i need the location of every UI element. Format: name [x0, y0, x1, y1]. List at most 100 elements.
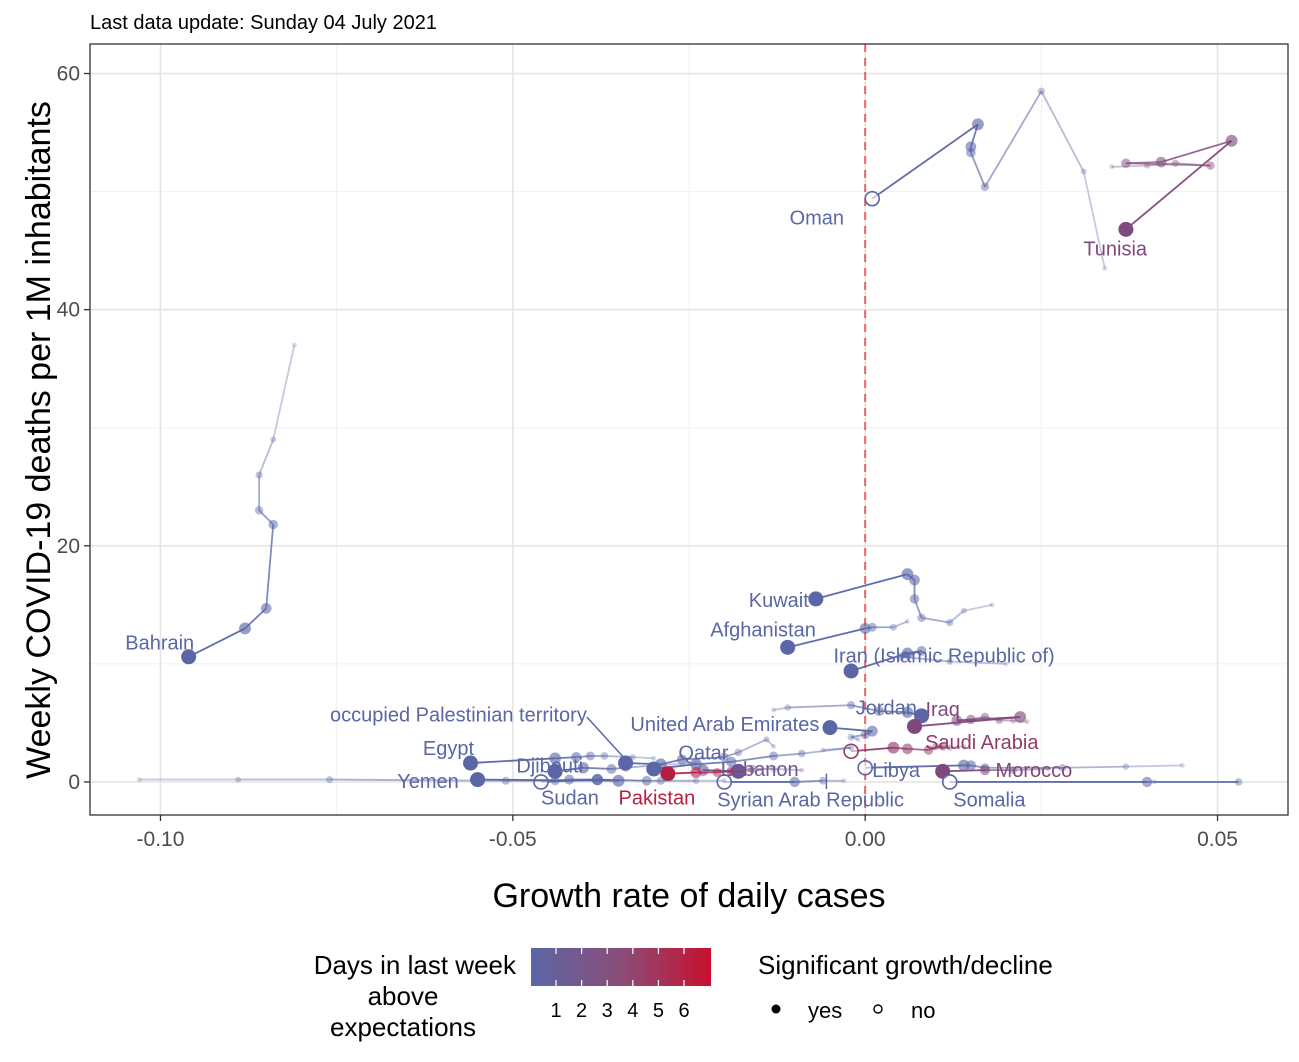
- country-label: Kuwait: [749, 590, 809, 612]
- country-label: Somalia: [953, 790, 1026, 812]
- trail-segment: [1082, 171, 1106, 269]
- trail-point: [255, 471, 263, 479]
- trail-point: [859, 622, 871, 634]
- trail-segment: [963, 603, 993, 612]
- trail-point: [656, 776, 665, 785]
- trail-segment: [717, 770, 732, 774]
- country-trail: [136, 772, 625, 788]
- trail-segment: [1125, 161, 1162, 165]
- trail-point: [621, 763, 630, 772]
- legend-color-title-line-1: Days in last week: [314, 950, 517, 980]
- trail-point: [712, 767, 722, 777]
- trail-point: [1141, 776, 1153, 788]
- trail-segment: [653, 762, 697, 767]
- trail-point: [501, 776, 510, 785]
- x-axis-ticks: -0.10 -0.05 0.00 0.05: [137, 815, 1238, 851]
- latest-point: [716, 774, 733, 790]
- trail-segment: [801, 746, 852, 755]
- y-tick-label: 0: [68, 771, 80, 794]
- country-trail: [716, 774, 847, 790]
- trail-point: [799, 767, 805, 773]
- trail-segment: [949, 660, 1007, 665]
- country-trail: [660, 766, 755, 782]
- country-label: Tunisia: [1083, 238, 1148, 260]
- trail-segment: [773, 752, 802, 757]
- latest-point: [660, 766, 676, 782]
- trail-point: [549, 752, 561, 765]
- legend-tick-label: 5: [653, 1000, 664, 1022]
- country-labels: Bahrain Oman Tunisia Kuwait Afghanistan Iran …: [125, 208, 1148, 812]
- trail-point: [923, 745, 934, 755]
- trail-point: [326, 776, 334, 784]
- latest-point: [780, 639, 796, 655]
- country-trail: [941, 774, 1243, 790]
- legend-open-dot: [873, 1004, 883, 1014]
- trail-point: [1179, 762, 1185, 768]
- latest-point: [843, 663, 859, 679]
- trail-segment: [893, 620, 908, 629]
- legend-tick-label: 2: [576, 1000, 587, 1022]
- country-trail: [822, 720, 878, 742]
- country-label: Afghanistan: [710, 620, 816, 642]
- country-label: Qatar: [678, 743, 728, 765]
- trail-segment: [970, 152, 986, 188]
- trail-point: [820, 747, 826, 753]
- trail-point: [966, 714, 976, 725]
- latest-point: [941, 774, 958, 790]
- legend-color-title-line-3: expectations: [330, 1012, 476, 1042]
- trail-segment: [731, 755, 774, 763]
- trail-segment: [787, 704, 852, 709]
- trail-point: [889, 623, 897, 631]
- country-trail: [697, 763, 805, 779]
- y-axis-ticks: 0 20 40 60: [57, 63, 90, 794]
- country-label: Syrian Arab Republic: [717, 790, 904, 812]
- trail-point: [591, 774, 603, 786]
- trail-point: [254, 506, 264, 515]
- trail-segment: [1062, 765, 1126, 769]
- trail-segment: [737, 738, 767, 754]
- legend-color-bar: [531, 948, 711, 986]
- country-label: Pakistan: [619, 787, 696, 809]
- latest-point: [822, 720, 838, 736]
- trail-point: [866, 725, 878, 737]
- country-label: Djibouti: [516, 755, 583, 777]
- country-label: occupied Palestinian territory: [330, 705, 587, 727]
- trail-point: [980, 182, 990, 192]
- trail-point: [965, 141, 977, 153]
- trail-segment: [272, 344, 296, 440]
- trail-point: [550, 776, 560, 786]
- trail-point: [577, 762, 589, 774]
- trail-segment: [625, 764, 654, 769]
- trail-point: [571, 751, 582, 763]
- legend-shape-title: Significant growth/decline: [758, 950, 1053, 980]
- trail-point: [585, 751, 595, 761]
- trail-segment: [188, 627, 246, 658]
- trail-point: [1151, 779, 1157, 785]
- trail-point: [1121, 158, 1131, 169]
- trail-segment: [949, 745, 964, 749]
- trail-point: [784, 704, 791, 711]
- legend-tick-label: 3: [602, 1000, 613, 1022]
- country-trail: [907, 711, 1030, 734]
- trail-point: [651, 755, 657, 761]
- trail-point: [1155, 156, 1167, 168]
- trail-point: [887, 741, 900, 754]
- trail-segment: [470, 757, 556, 764]
- trail-point: [692, 777, 700, 785]
- latest-point: [730, 763, 746, 779]
- country-trail: [1109, 134, 1238, 237]
- country-label: United Arab Emirates: [630, 714, 819, 736]
- trail-point: [719, 752, 729, 762]
- trail-point: [979, 764, 991, 776]
- x-tick-label: 0.00: [845, 828, 886, 851]
- country-label: Bahrain: [125, 633, 194, 655]
- trail-point: [239, 622, 251, 635]
- trail-segment: [921, 616, 950, 624]
- country-trail: [843, 741, 967, 760]
- legend-tick-label: 6: [678, 1000, 689, 1022]
- country-label: Iraq: [925, 699, 959, 721]
- y-tick-label: 40: [57, 299, 80, 322]
- trail-point: [909, 594, 920, 604]
- country-label: Sudan: [541, 787, 599, 809]
